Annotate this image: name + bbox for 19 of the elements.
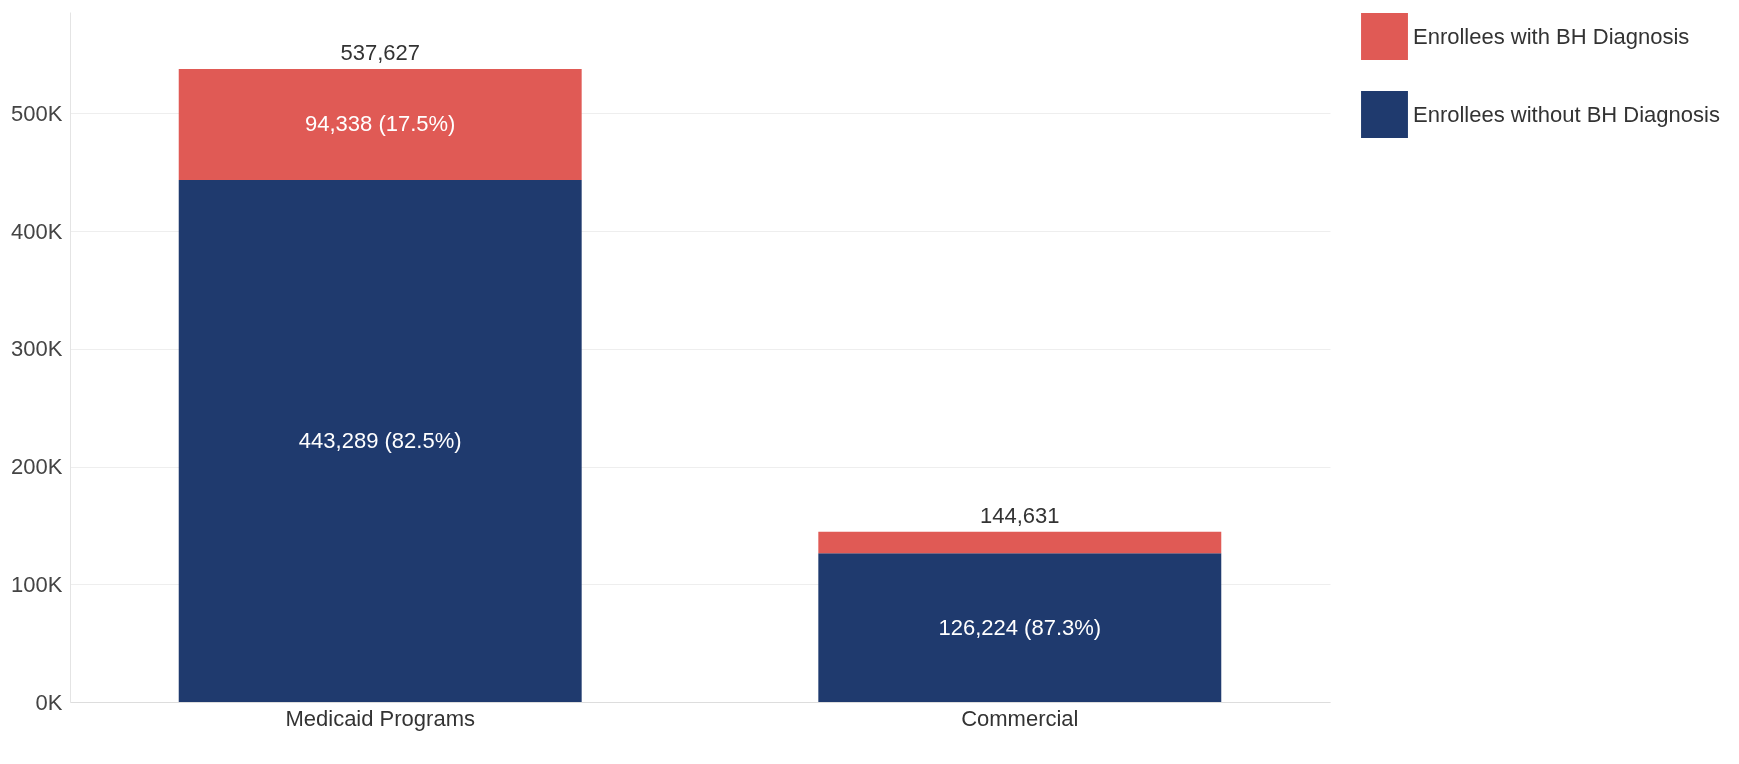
bar bbox=[818, 531, 1222, 554]
data-label: 94,338 (17.5%) bbox=[304, 111, 456, 137]
y-tick-label: 0K bbox=[35, 689, 63, 715]
y-tick-label: 300K bbox=[11, 336, 63, 362]
y-tick-label: 100K bbox=[11, 571, 63, 597]
legend-label: Enrollees with BH Diagnosis bbox=[1413, 23, 1690, 49]
bar bbox=[818, 553, 1222, 702]
y-tick-label: 500K bbox=[11, 100, 63, 126]
y-tick-label: 200K bbox=[11, 454, 63, 480]
y-tick-label: 400K bbox=[11, 218, 63, 244]
legend-label: Enrollees without BH Diagnosis bbox=[1413, 101, 1720, 127]
x-tick-label: Medicaid Programs bbox=[285, 705, 475, 731]
total-label: 144,631 bbox=[980, 502, 1060, 528]
data-label: 443,289 (82.5%) bbox=[298, 428, 462, 454]
bar bbox=[178, 68, 582, 181]
data-label: 126,224 (87.3%) bbox=[938, 614, 1102, 640]
total-label: 537,627 bbox=[340, 39, 420, 65]
x-tick-label: Commercial bbox=[961, 705, 1079, 731]
bar bbox=[178, 180, 582, 702]
